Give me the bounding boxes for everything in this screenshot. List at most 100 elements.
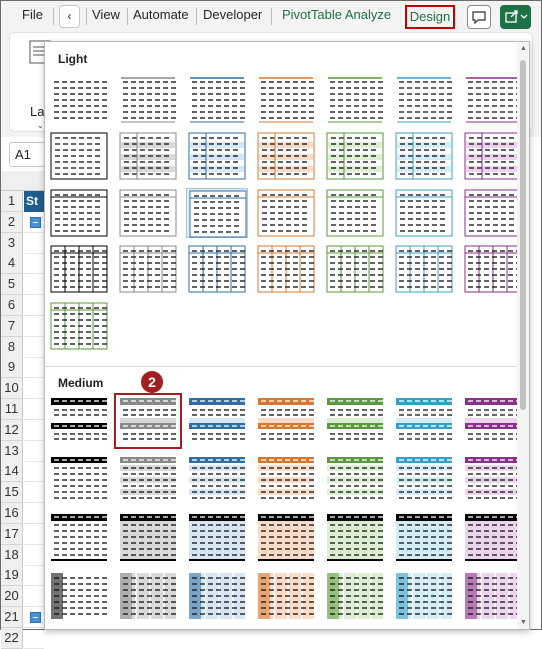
light-style-swatch[interactable]	[186, 188, 248, 238]
tab-design[interactable]: Design	[405, 5, 455, 29]
grid-cell[interactable]	[24, 607, 44, 628]
row-header[interactable]: 9	[1, 357, 23, 379]
row-header[interactable]: 6	[1, 295, 23, 316]
medium-style-swatch[interactable]	[462, 512, 524, 562]
row-header[interactable]: 21	[1, 607, 23, 628]
light-style-swatch[interactable]	[324, 188, 386, 238]
light-style-swatch[interactable]	[48, 244, 110, 294]
grid-cell[interactable]	[24, 565, 44, 587]
medium-style-swatch[interactable]	[117, 455, 179, 505]
row-header[interactable]: 13	[1, 440, 23, 462]
tab-view[interactable]: View	[92, 7, 120, 22]
row-header[interactable]: 8	[1, 336, 23, 358]
header-cell[interactable]: St	[24, 191, 44, 212]
light-style-swatch[interactable]	[393, 75, 455, 125]
grid-cell[interactable]	[24, 524, 44, 545]
select-all-corner[interactable]	[1, 171, 44, 191]
scroll-thumb[interactable]	[520, 60, 526, 410]
light-style-swatch[interactable]	[393, 188, 455, 238]
tab-automate[interactable]: Automate	[133, 7, 189, 22]
grid-cell[interactable]	[24, 233, 44, 254]
medium-style-swatch[interactable]	[48, 512, 110, 562]
medium-style-swatch[interactable]	[255, 396, 317, 446]
light-style-swatch[interactable]	[48, 301, 110, 351]
grid-cell[interactable]	[24, 482, 44, 504]
grid-cell[interactable]	[24, 378, 44, 400]
name-box[interactable]: A1	[9, 142, 45, 167]
row-header[interactable]: 2	[1, 211, 23, 233]
scroll-tabs-left-button[interactable]: ‹	[59, 5, 80, 28]
grid-cell[interactable]	[24, 337, 44, 358]
light-style-swatch[interactable]	[117, 131, 179, 181]
light-style-swatch[interactable]	[462, 75, 524, 125]
share-button[interactable]	[500, 5, 531, 29]
light-style-swatch[interactable]	[186, 131, 248, 181]
medium-style-swatch[interactable]	[324, 455, 386, 505]
medium-style-swatch[interactable]	[324, 512, 386, 562]
tab-pivottable-analyze[interactable]: PivotTable Analyze	[282, 7, 392, 22]
medium-style-swatch[interactable]	[324, 396, 386, 446]
medium-style-swatch[interactable]	[255, 512, 317, 562]
grid-cell[interactable]	[24, 545, 44, 566]
light-style-swatch[interactable]	[117, 75, 179, 125]
grid-cell[interactable]	[24, 503, 44, 524]
light-style-swatch[interactable]	[393, 131, 455, 181]
tab-file[interactable]: File	[22, 7, 43, 22]
light-style-swatch[interactable]	[117, 188, 179, 238]
row-header[interactable]: 1	[1, 191, 23, 212]
grid-cell[interactable]	[24, 628, 44, 649]
light-style-swatch[interactable]	[186, 75, 248, 125]
medium-style-swatch[interactable]	[186, 455, 248, 505]
grid-cell[interactable]	[24, 441, 44, 462]
grid-cell[interactable]	[24, 295, 44, 316]
row-header[interactable]: 19	[1, 565, 23, 587]
medium-style-swatch[interactable]	[48, 571, 110, 621]
medium-style-swatch[interactable]	[324, 571, 386, 621]
medium-style-swatch[interactable]	[117, 512, 179, 562]
medium-style-swatch[interactable]	[48, 396, 110, 446]
light-style-swatch[interactable]	[48, 131, 110, 181]
grid-cell[interactable]	[24, 586, 44, 608]
light-style-swatch[interactable]	[255, 244, 317, 294]
light-style-swatch[interactable]	[393, 244, 455, 294]
grid-cell[interactable]	[24, 357, 44, 379]
row-header[interactable]: 16	[1, 503, 23, 524]
gallery-scrollbar[interactable]: ▲ ▼	[517, 42, 529, 629]
medium-style-swatch[interactable]	[186, 512, 248, 562]
row-header[interactable]: 12	[1, 419, 23, 441]
medium-style-swatch[interactable]	[255, 455, 317, 505]
grid-cell[interactable]	[24, 420, 44, 441]
medium-style-swatch[interactable]	[462, 571, 524, 621]
row-header[interactable]: 11	[1, 399, 23, 420]
light-style-swatch[interactable]	[48, 188, 110, 238]
medium-style-swatch[interactable]	[186, 396, 248, 446]
row-header[interactable]: 7	[1, 315, 23, 337]
grid-cell[interactable]	[24, 253, 44, 275]
medium-style-swatch[interactable]	[462, 396, 524, 446]
row-header[interactable]: 5	[1, 274, 23, 296]
medium-style-swatch[interactable]	[117, 571, 179, 621]
medium-style-swatch[interactable]	[48, 455, 110, 505]
collapse-icon[interactable]	[30, 612, 41, 623]
light-style-swatch[interactable]	[324, 131, 386, 181]
scroll-down-icon[interactable]: ▼	[520, 619, 527, 626]
medium-style-swatch[interactable]	[462, 455, 524, 505]
row-header[interactable]: 10	[1, 378, 23, 400]
medium-style-swatch[interactable]	[393, 396, 455, 446]
medium-style-swatch[interactable]	[255, 571, 317, 621]
light-style-swatch[interactable]	[462, 244, 524, 294]
row-header[interactable]: 22	[1, 627, 23, 649]
light-style-swatch[interactable]	[462, 131, 524, 181]
light-style-swatch[interactable]	[324, 244, 386, 294]
row-header[interactable]: 20	[1, 586, 23, 608]
collapse-icon[interactable]	[30, 216, 41, 228]
light-style-swatch[interactable]	[186, 244, 248, 294]
medium-style-swatch[interactable]	[393, 571, 455, 621]
light-style-swatch[interactable]	[255, 188, 317, 238]
grid-cell[interactable]	[24, 316, 44, 337]
light-style-swatch[interactable]	[462, 188, 524, 238]
scroll-up-icon[interactable]: ▲	[520, 45, 527, 52]
row-header[interactable]: 18	[1, 544, 23, 566]
medium-style-swatch[interactable]	[114, 393, 182, 449]
light-style-swatch[interactable]	[117, 244, 179, 294]
